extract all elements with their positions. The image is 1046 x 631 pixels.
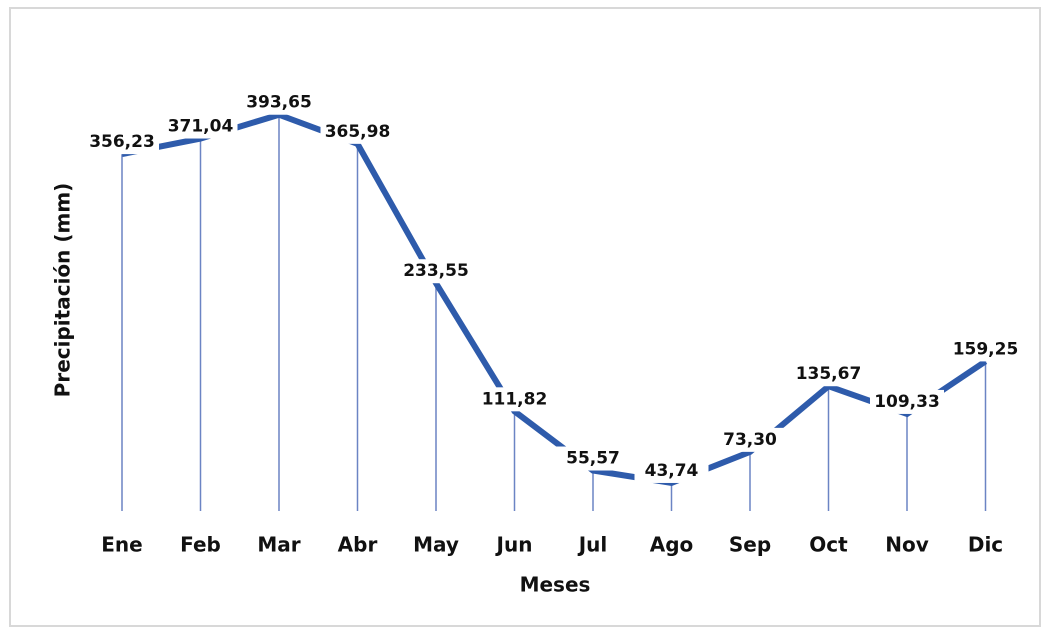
x-tick-label: Dic <box>968 533 1003 557</box>
value-label-bg <box>634 458 709 483</box>
value-label: 233,55 <box>403 261 469 281</box>
value-label: 135,67 <box>796 364 862 384</box>
value-label: 43,74 <box>645 461 699 481</box>
x-tick-label: Oct <box>809 533 848 557</box>
x-axis-title: Meses <box>520 573 591 597</box>
value-label: 55,57 <box>566 449 620 469</box>
value-label: 365,98 <box>325 122 391 142</box>
x-tick-label: Ene <box>101 533 142 557</box>
value-label-bg <box>477 387 552 412</box>
value-label-bg <box>713 427 787 452</box>
value-label-bg <box>870 389 944 414</box>
value-label: 73,30 <box>723 430 777 450</box>
value-label-bg <box>399 259 473 284</box>
chart-frame <box>9 7 1041 627</box>
y-axis-title: Precipitación (mm) <box>51 183 75 398</box>
x-tick-label: May <box>413 533 459 557</box>
value-label-bg <box>948 337 1023 362</box>
value-label-bg <box>320 119 395 144</box>
x-tick-label: Nov <box>885 533 929 557</box>
value-label: 393,65 <box>246 93 312 113</box>
x-tick-label: Jun <box>495 533 533 557</box>
value-label: 371,04 <box>168 117 234 137</box>
x-tick-label: Ago <box>650 533 694 557</box>
value-label-bg <box>791 362 866 387</box>
value-label: 111,82 <box>482 389 548 409</box>
x-tick-label: Jul <box>577 533 608 557</box>
x-tick-label: Sep <box>729 533 771 557</box>
value-label: 356,23 <box>89 132 155 152</box>
value-label-bg <box>242 90 316 115</box>
data-line <box>121 111 988 487</box>
x-tick-label: Abr <box>338 533 378 557</box>
value-label-bg <box>556 446 630 471</box>
value-label-bg <box>85 130 159 155</box>
value-label-bg <box>163 114 238 139</box>
value-label: 159,25 <box>953 339 1019 359</box>
x-tick-label: Mar <box>257 533 300 557</box>
value-label: 109,33 <box>874 392 940 412</box>
x-tick-label: Feb <box>180 533 221 557</box>
